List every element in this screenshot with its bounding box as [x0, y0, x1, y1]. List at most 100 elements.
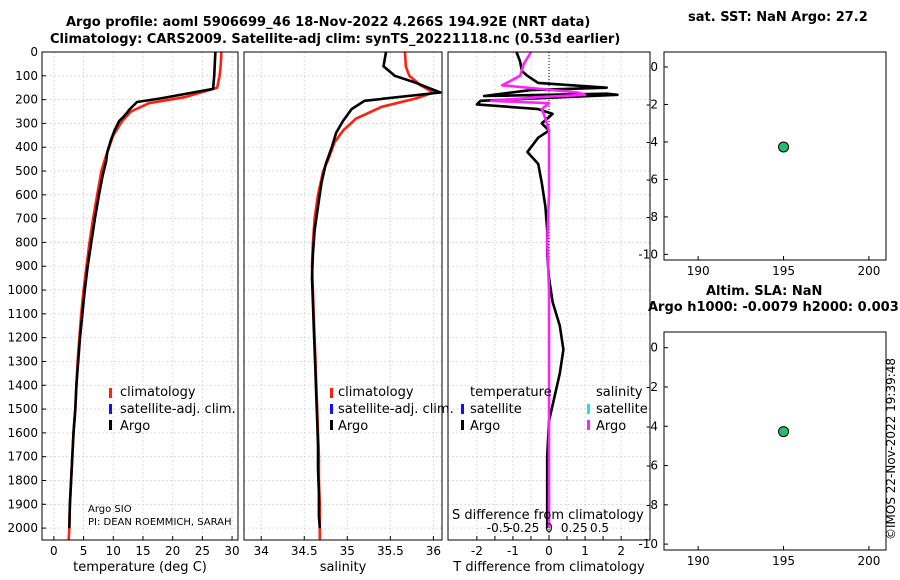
- y-tick-label: 1500: [7, 402, 38, 416]
- legend2-argo-label: Argo: [338, 419, 368, 434]
- y-tick-label: -6: [646, 459, 658, 473]
- title-line1: Argo profile: aoml 5906699_46 18-Nov-202…: [66, 15, 591, 30]
- y-tick-label: 1900: [7, 497, 38, 511]
- y-tick-label: 1300: [7, 354, 38, 368]
- x-axis-label: temperature (deg C): [73, 560, 207, 575]
- y-tick-label: -10: [638, 537, 658, 551]
- legend-satellite-label: satellite-adj. clim.: [120, 402, 236, 417]
- y-tick-label: 300: [15, 116, 38, 130]
- temperature-panel: 0 5 10 15 20 25 30 temperature (deg C) 0 100 200 30…: [7, 45, 239, 575]
- salinity-panel: 34 34.5 35 35.5 36 salinity: [243, 51, 443, 575]
- y-tick-label: -8: [646, 210, 658, 224]
- x-tick-label: 190: [687, 264, 710, 278]
- x-tick-label: 34.5: [291, 544, 318, 558]
- legend2-climatology-marker: [330, 388, 333, 398]
- y-tick-label: 1000: [7, 283, 38, 297]
- argo-location-point: [778, 426, 790, 438]
- series-argo: [310, 51, 442, 529]
- y-tick-label: 900: [15, 259, 38, 273]
- y-tick-label: 0: [30, 45, 38, 59]
- y-tick-label: 500: [15, 164, 38, 178]
- y-tick-label: 1400: [7, 378, 38, 392]
- legend-argo-marker: [109, 420, 112, 430]
- y-tick-label: -4: [646, 135, 658, 149]
- x-tick-label: 35.5: [377, 544, 404, 558]
- legend3-sal-argo-marker: [587, 420, 590, 430]
- y-tick-label: 0: [650, 60, 658, 74]
- legend3-sal-sat-marker: [587, 404, 590, 414]
- top-tick-label: 0.25: [561, 521, 588, 535]
- sla-title: Altim. SLA: NaN: [706, 284, 823, 299]
- x-axis-label: T difference from climatology: [452, 560, 645, 575]
- y-tick-label: 0: [650, 341, 658, 355]
- legend3-temp-header: temperature: [470, 385, 552, 400]
- y-tick-label: -2: [646, 97, 658, 111]
- y-tick-label: 700: [15, 212, 38, 226]
- legend2-satellite-marker: [330, 404, 333, 414]
- series-argo: [68, 51, 217, 529]
- x-tick-label: 5: [80, 544, 88, 558]
- pi-line1: Argo SIO: [88, 504, 132, 515]
- argo-location-point: [778, 141, 790, 153]
- pi-line2: PI: DEAN ROEMMICH, SARAH: [88, 517, 232, 528]
- legend3-sal-argo-label: Argo: [596, 419, 626, 434]
- x-tick-label: 0: [545, 544, 553, 558]
- x-tick-label: 190: [687, 554, 710, 568]
- legend3-sal-sat-label: satellite: [596, 402, 648, 417]
- sla-subtitle: Argo h1000: -0.0079 h2000: 0.003: [648, 300, 899, 315]
- title-line2: Climatology: CARS2009. Satellite-adj cli…: [50, 32, 621, 47]
- x-tick-label: 195: [772, 264, 795, 278]
- legend-satellite-marker: [109, 404, 112, 414]
- legend2-argo-marker: [330, 420, 333, 430]
- y-tick-label: 200: [15, 93, 38, 107]
- x-tick-label: 30: [224, 544, 239, 558]
- y-tick-label: 1200: [7, 331, 38, 345]
- y-tick-label: 800: [15, 235, 38, 249]
- y-tick-label: 1700: [7, 450, 38, 464]
- y-tick-label: -2: [646, 380, 658, 394]
- x-tick-label: -1: [507, 544, 519, 558]
- y-tick-label: 600: [15, 188, 38, 202]
- top-tick-label: 0: [545, 521, 553, 535]
- axes-frame: [663, 331, 887, 551]
- x-tick-label: 2: [617, 544, 625, 558]
- y-tick-label: -6: [646, 172, 658, 186]
- sla-location-panel: 190 195 200 0 -2 -4 -6 -8 -10: [638, 331, 887, 568]
- difference-panel: -2 -1 0 1 2 T difference from climatology -0.5…: [447, 51, 651, 575]
- legend3-temp-sat-label: satellite: [470, 402, 522, 417]
- legend-climatology-label: climatology: [120, 385, 196, 400]
- legend3-temp-sat-marker: [461, 404, 464, 414]
- top-tick-label: -0.5: [487, 521, 510, 535]
- sst-title: sat. SST: NaN Argo: 27.2: [688, 10, 868, 25]
- top-tick-label: 0.5: [590, 521, 609, 535]
- series-climatology: [67, 51, 223, 541]
- x-tick-label: 0: [50, 544, 58, 558]
- x-tick-label: -2: [471, 544, 483, 558]
- y-tick-label: 400: [15, 140, 38, 154]
- timestamp: ©IMOS 22-Nov-2022 19:39:48: [884, 358, 898, 540]
- legend-panel2: climatology satellite-adj. clim. Argo: [330, 385, 454, 434]
- series-climatology: [310, 51, 435, 540]
- legend3-temp-argo-marker: [461, 420, 464, 430]
- y-tick-label: 1600: [7, 426, 38, 440]
- x-tick-label: 20: [165, 544, 180, 558]
- x-tick-label: 1: [581, 544, 589, 558]
- axes-frame: [41, 51, 239, 541]
- legend-argo-label: Argo: [120, 419, 150, 434]
- x-axis-label: salinity: [320, 560, 367, 575]
- y-tick-label: 1800: [7, 473, 38, 487]
- x-tick-label: 200: [857, 264, 880, 278]
- sst-location-panel: 190 195 200 0 -2 -4 -6 -8 -10: [638, 51, 887, 278]
- x-tick-label: 200: [857, 554, 880, 568]
- x-tick-label: 34: [254, 544, 269, 558]
- x-tick-label: 15: [135, 544, 150, 558]
- axes-frame: [243, 51, 443, 541]
- x-tick-label: 10: [106, 544, 121, 558]
- legend2-satellite-label: satellite-adj. clim.: [338, 402, 454, 417]
- axes-frame: [663, 51, 887, 261]
- y-tick-label: -8: [646, 498, 658, 512]
- y-tick-label: 1100: [7, 307, 38, 321]
- legend3-temp-argo-label: Argo: [470, 419, 500, 434]
- x-tick-label: 195: [772, 554, 795, 568]
